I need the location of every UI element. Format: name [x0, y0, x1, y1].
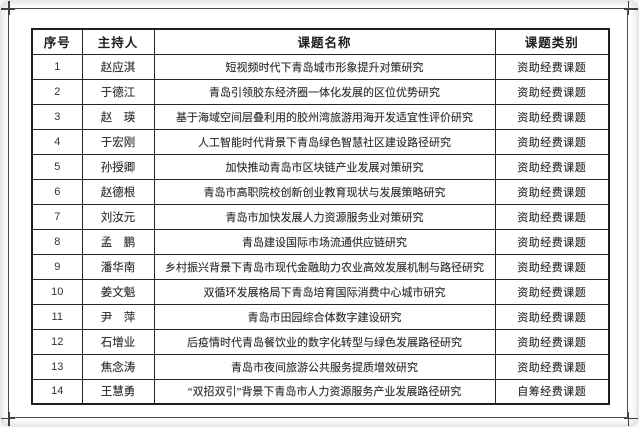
cell-host: 姜文魁 — [81, 278, 155, 305]
cell-host: 赵 瑛 — [81, 103, 155, 130]
frame-corner-tick — [1, 8, 15, 10]
cell-title: 青岛市田园综合体数字建设研究 — [153, 303, 496, 330]
frame-corner-tick — [624, 8, 638, 10]
cell-title: 基于海域空间层叠利用的胶州湾旅游用海开发适宜性评价研究 — [153, 103, 496, 130]
frame-corner-tick — [1, 417, 15, 419]
frame-corner-tick — [627, 1, 629, 15]
cell-title: 青岛市夜间旅游公共服务提质增效研究 — [153, 353, 496, 380]
table-row: 5 孙授卿 加快推动青岛市区块链产业发展对策研究 资助经费课题 — [31, 153, 610, 180]
table-row: 12 石增业 后疫情时代青岛餐饮业的数字化转型与绿色发展路径研究 资助经费课题 — [31, 328, 610, 355]
cell-category: 资助经费课题 — [494, 253, 610, 280]
table-row: 6 赵德根 青岛市高职院校创新创业教育现状与发展策略研究 资助经费课题 — [31, 178, 610, 205]
cell-serial: 11 — [31, 303, 83, 330]
cell-serial: 10 — [31, 278, 83, 305]
cell-category: 资助经费课题 — [494, 228, 610, 255]
cell-category: 资助经费课题 — [494, 328, 610, 355]
cell-serial: 3 — [31, 103, 83, 130]
cell-category: 自筹经费课题 — [494, 378, 610, 405]
cell-host: 王慧勇 — [81, 378, 155, 405]
cell-host: 赵德根 — [81, 178, 155, 205]
table-row: 10 姜文魁 双循环发展格局下青岛培育国际消费中心城市研究 资助经费课题 — [31, 278, 610, 305]
cell-host: 于宏刚 — [81, 128, 155, 155]
cell-host: 尹 萍 — [81, 303, 155, 330]
table-row: 14 王慧勇 “双招双引”背景下青岛市人力资源服务产业发展路径研究 自筹经费课题 — [31, 378, 610, 405]
cell-category: 资助经费课题 — [494, 103, 610, 130]
cell-category: 资助经费课题 — [494, 353, 610, 380]
cell-title: 加快推动青岛市区块链产业发展对策研究 — [153, 153, 496, 180]
frame-corner-tick — [624, 417, 638, 419]
cell-serial: 1 — [31, 53, 83, 80]
column-header-title: 课题名称 — [153, 28, 496, 55]
table-row: 2 于德江 青岛引领胶东经济圈一体化发展的区位优势研究 资助经费课题 — [31, 78, 610, 105]
cell-host: 石增业 — [81, 328, 155, 355]
table-header-row: 序号 主持人 课题名称 课题类别 — [31, 28, 610, 55]
cell-serial: 6 — [31, 178, 83, 205]
table-row: 4 于宏刚 人工智能时代背景下青岛绿色智慧社区建设路径研究 资助经费课题 — [31, 128, 610, 155]
cell-title: 乡村振兴背景下青岛市现代金融助力农业高效发展机制与路径研究 — [153, 253, 496, 280]
cell-serial: 8 — [31, 228, 83, 255]
frame-corner-tick — [627, 412, 629, 426]
projects-table: 序号 主持人 课题名称 课题类别 1 赵应淇 短视频时代下青岛城市形象提升对策研… — [31, 28, 610, 405]
cell-serial: 14 — [31, 378, 83, 405]
table-row: 13 焦念涛 青岛市夜间旅游公共服务提质增效研究 资助经费课题 — [31, 353, 610, 380]
cell-serial: 2 — [31, 78, 83, 105]
cell-host: 赵应淇 — [81, 53, 155, 80]
column-header-host: 主持人 — [81, 28, 155, 55]
cell-category: 资助经费课题 — [494, 153, 610, 180]
column-header-serial: 序号 — [31, 28, 83, 55]
column-header-category: 课题类别 — [494, 28, 610, 55]
table-row: 8 孟 鹏 青岛建设国际市场流通供应链研究 资助经费课题 — [31, 228, 610, 255]
cell-title: 青岛引领胶东经济圈一体化发展的区位优势研究 — [153, 78, 496, 105]
cell-serial: 13 — [31, 353, 83, 380]
cell-category: 资助经费课题 — [494, 128, 610, 155]
cell-title: 双循环发展格局下青岛培育国际消费中心城市研究 — [153, 278, 496, 305]
cell-category: 资助经费课题 — [494, 303, 610, 330]
cell-serial: 5 — [31, 153, 83, 180]
table-row: 11 尹 萍 青岛市田园综合体数字建设研究 资助经费课题 — [31, 303, 610, 330]
cell-category: 资助经费课题 — [494, 203, 610, 230]
cell-category: 资助经费课题 — [494, 78, 610, 105]
cell-category: 资助经费课题 — [494, 53, 610, 80]
cell-title: 短视频时代下青岛城市形象提升对策研究 — [153, 53, 496, 80]
cell-host: 孟 鹏 — [81, 228, 155, 255]
cell-host: 于德江 — [81, 78, 155, 105]
frame-corner-tick — [8, 1, 10, 15]
cell-title: “双招双引”背景下青岛市人力资源服务产业发展路径研究 — [153, 378, 496, 405]
cell-host: 焦念涛 — [81, 353, 155, 380]
cell-serial: 9 — [31, 253, 83, 280]
cell-title: 青岛市高职院校创新创业教育现状与发展策略研究 — [153, 178, 496, 205]
table-row: 3 赵 瑛 基于海域空间层叠利用的胶州湾旅游用海开发适宜性评价研究 资助经费课题 — [31, 103, 610, 130]
cell-serial: 12 — [31, 328, 83, 355]
table-row: 1 赵应淇 短视频时代下青岛城市形象提升对策研究 资助经费课题 — [31, 53, 610, 80]
cell-title: 人工智能时代背景下青岛绿色智慧社区建设路径研究 — [153, 128, 496, 155]
cell-host: 孙授卿 — [81, 153, 155, 180]
cell-host: 刘汝元 — [81, 203, 155, 230]
cell-title: 青岛建设国际市场流通供应链研究 — [153, 228, 496, 255]
cell-category: 资助经费课题 — [494, 278, 610, 305]
cell-serial: 4 — [31, 128, 83, 155]
table-row: 9 潘华南 乡村振兴背景下青岛市现代金融助力农业高效发展机制与路径研究 资助经费… — [31, 253, 610, 280]
frame-corner-tick — [8, 412, 10, 426]
cell-title: 后疫情时代青岛餐饮业的数字化转型与绿色发展路径研究 — [153, 328, 496, 355]
cell-category: 资助经费课题 — [494, 178, 610, 205]
cell-serial: 7 — [31, 203, 83, 230]
cell-title: 青岛市加快发展人力资源服务业对策研究 — [153, 203, 496, 230]
table-row: 7 刘汝元 青岛市加快发展人力资源服务业对策研究 资助经费课题 — [31, 203, 610, 230]
cell-host: 潘华南 — [81, 253, 155, 280]
